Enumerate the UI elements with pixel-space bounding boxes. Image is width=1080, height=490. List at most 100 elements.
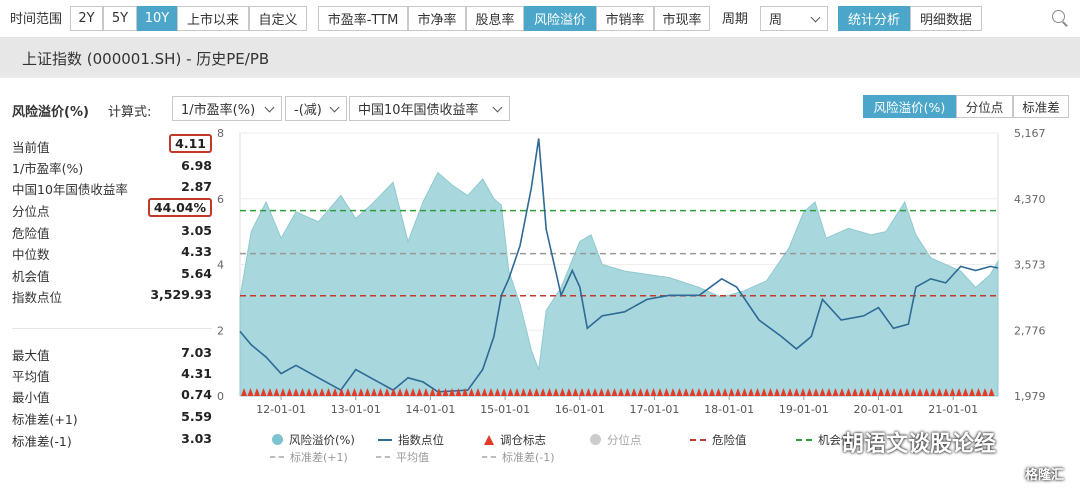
rebalance-marker xyxy=(254,388,260,396)
metric-dividend-button[interactable]: 股息率 xyxy=(466,6,524,31)
view-detail-button[interactable]: 明细数据 xyxy=(910,6,982,31)
rebalance-marker xyxy=(572,388,579,396)
rebalance-marker xyxy=(416,388,423,396)
rebalance-marker xyxy=(624,388,631,396)
rebalance-marker xyxy=(618,388,624,396)
legend-danger[interactable]: 危险值 xyxy=(690,432,747,448)
formula-select-2[interactable]: -(减) xyxy=(285,96,347,121)
range-listing-button[interactable]: 上市以来 xyxy=(177,6,249,31)
rebalance-marker xyxy=(605,388,611,396)
range-5y-button[interactable]: 5Y xyxy=(103,6,137,31)
x-tick-label: 15-01-01 xyxy=(480,403,530,416)
rebalance-marker xyxy=(377,388,384,396)
stat-median-value: 4.33 xyxy=(181,244,212,259)
rebalance-marker xyxy=(748,388,754,396)
page-title: 上证指数 (000001.SH) - 历史PE/PB xyxy=(0,39,1080,75)
x-tick-label: 12-01-01 xyxy=(256,403,306,416)
legend-index[interactable]: 指数点位 xyxy=(378,432,444,448)
stat-std-plus-label: 标准差(+1) xyxy=(12,412,78,427)
rebalance-marker xyxy=(741,388,748,396)
rebalance-marker xyxy=(988,388,995,396)
rebalance-marker xyxy=(338,388,345,396)
stats-divider xyxy=(12,328,212,329)
legend-std-minus[interactable]: 标准差(-1) xyxy=(482,449,555,465)
rebalance-marker xyxy=(696,388,702,396)
stat-row: 中国10年国债收益率 2.87 xyxy=(12,177,212,197)
rebalance-marker xyxy=(455,388,462,396)
mode-percentile-tab[interactable]: 分位点 xyxy=(956,95,1013,118)
x-tick-label: 20-01-01 xyxy=(854,403,904,416)
stat-index-value: 3,529.93 xyxy=(150,287,212,302)
period-select-value: 周 xyxy=(769,13,783,28)
formula-select-3[interactable]: 中国10年国债收益率 xyxy=(349,96,510,121)
legend-rebalance[interactable]: 调仓标志 xyxy=(484,432,546,448)
stat-row: 最大值 7.03 xyxy=(12,343,212,363)
stat-min-label: 最小值 xyxy=(12,390,50,405)
legend-percentile-label: 分位点 xyxy=(607,433,642,447)
stat-current-value: 4.11 xyxy=(169,134,212,153)
legend-rebalance-label: 调仓标志 xyxy=(500,433,546,447)
metric-pb-button[interactable]: 市净率 xyxy=(408,6,466,31)
mode-risk-premium-tab[interactable]: 风险溢价(%) xyxy=(863,95,956,118)
rebalance-marker xyxy=(975,388,982,396)
formula-select-1[interactable]: 1/市盈率(%) xyxy=(172,96,282,121)
series-label: 风险溢价(%) xyxy=(12,105,89,120)
rebalance-marker xyxy=(819,388,826,396)
rebalance-marker xyxy=(689,388,696,396)
rebalance-marker xyxy=(884,388,891,396)
range-custom-button[interactable]: 自定义 xyxy=(249,6,307,31)
stat-row: 1/市盈率(%) 6.98 xyxy=(12,156,212,176)
rebalance-marker xyxy=(897,388,904,396)
legend-percentile[interactable]: 分位点 xyxy=(590,432,642,448)
rebalance-marker xyxy=(709,388,715,396)
view-stats-button[interactable]: 统计分析 xyxy=(838,6,910,31)
rebalance-marker xyxy=(728,388,735,396)
rebalance-marker xyxy=(611,388,618,396)
legend-danger-label: 危险值 xyxy=(712,433,747,447)
range-2y-button[interactable]: 2Y xyxy=(70,6,103,31)
legend-std-plus[interactable]: 标准差(+1) xyxy=(270,449,348,465)
y-right-tick-label: 1,979 xyxy=(1014,390,1046,403)
rebalance-marker xyxy=(865,388,871,396)
legend-mean[interactable]: 平均值 xyxy=(376,449,429,465)
legend-index-label: 指数点位 xyxy=(398,433,444,447)
watermark-logo-text: 格隆汇 xyxy=(1025,468,1065,483)
rebalance-marker xyxy=(943,388,949,396)
stat-row: 标准差(+1) 5.59 xyxy=(12,407,212,427)
rebalance-marker xyxy=(319,388,325,396)
rebalance-marker xyxy=(514,388,520,396)
rebalance-marker xyxy=(878,388,884,396)
legend-std-plus-swatch-icon xyxy=(270,456,284,458)
toolbar: 时间范围 2Y 5Y 10Y 上市以来 自定义 市盈率-TTM 市净率 股息率 … xyxy=(0,0,1080,38)
range-10y-button[interactable]: 10Y xyxy=(137,6,177,31)
chevron-down-icon xyxy=(810,12,821,23)
stat-std-minus-value: 3.03 xyxy=(181,431,212,446)
mode-stddev-tab[interactable]: 标准差 xyxy=(1013,95,1069,118)
rebalance-marker xyxy=(982,388,988,396)
rebalance-marker xyxy=(650,388,657,396)
stat-row: 中位数 4.33 xyxy=(12,242,212,262)
stat-bond-value: 2.87 xyxy=(181,179,212,194)
rebalance-marker xyxy=(930,388,936,396)
legend-opportunity[interactable]: 机会值 xyxy=(796,432,853,448)
rebalance-marker xyxy=(871,388,878,396)
metric-pe-ttm-button[interactable]: 市盈率-TTM xyxy=(318,6,408,31)
rebalance-marker xyxy=(832,388,839,396)
rebalance-marker xyxy=(488,388,494,396)
stat-std-minus-label: 标准差(-1) xyxy=(12,434,72,449)
metric-pcf-button[interactable]: 市现率 xyxy=(654,6,710,31)
triangle-icon xyxy=(484,435,494,445)
rebalance-marker xyxy=(533,388,540,396)
stat-row: 最小值 0.74 xyxy=(12,385,212,405)
period-select[interactable]: 周 xyxy=(760,6,828,31)
metric-risk-premium-button[interactable]: 风险溢价 xyxy=(524,6,596,31)
metric-ps-button[interactable]: 市销率 xyxy=(596,6,654,31)
rebalance-marker xyxy=(949,388,956,396)
search-icon[interactable] xyxy=(1052,10,1065,23)
stat-opportunity-value: 5.64 xyxy=(181,266,212,281)
stat-max-value: 7.03 xyxy=(181,345,212,360)
rebalance-marker xyxy=(676,388,683,396)
rebalance-marker xyxy=(436,388,442,396)
legend-risk[interactable]: 风险溢价(%) xyxy=(272,432,355,448)
legend-danger-swatch-icon xyxy=(690,439,706,441)
